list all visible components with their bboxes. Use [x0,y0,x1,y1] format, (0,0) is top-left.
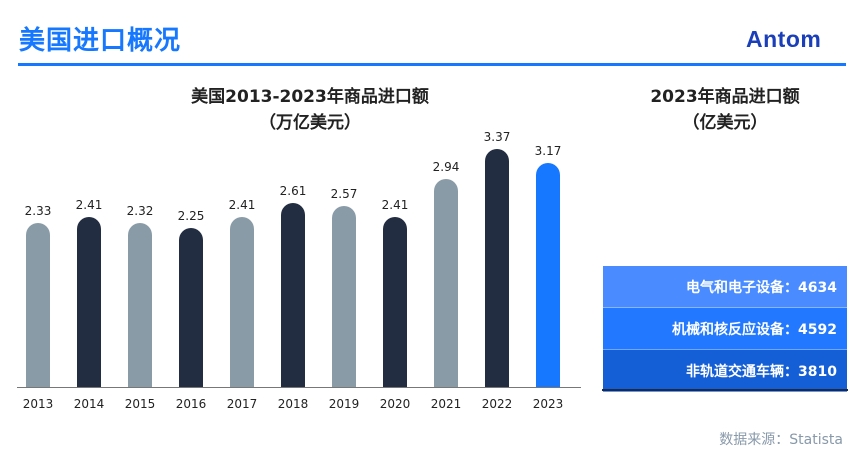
x-tick-label: 2023 [532,397,564,411]
bar-2016 [179,228,203,387]
chart-title: 美国2013-2023年商品进口额 （万亿美元） [120,84,500,136]
bar-2017 [230,216,254,387]
bar-value-label: 2.32 [126,204,154,219]
bar-2014 [77,216,101,387]
bar-2013 [26,222,50,387]
x-tick-label: 2020 [379,397,411,411]
x-tick-label: 2013 [22,397,54,411]
bar-2021 [434,179,458,387]
data-source: 数据来源：Statista [719,432,843,448]
category-card-electrical: 电气和电子设备：4634 [603,266,847,308]
import-category-list: 电气和电子设备：4634 机械和核反应设备：4592 非轨道交通车辆：3810 [603,266,847,392]
x-tick-label: 2015 [124,397,156,411]
x-tick-label: 2016 [175,397,207,411]
bar-value-label: 2.61 [279,183,307,198]
bar-chart: 2.33 2013 2.41 2014 2.32 2015 2.25 2016 2.41 2017… [17,130,581,411]
x-tick-label: 2019 [328,397,360,411]
category-card-vehicles: 非轨道交通车辆：3810 [603,350,847,392]
bar-2015 [128,223,152,387]
x-tick-label: 2017 [226,397,258,411]
bar-2022 [485,149,509,387]
side-title-line1: 2023年商品进口额 [650,87,800,107]
x-tick-label: 2018 [277,397,309,411]
bar-value-label: 3.17 [534,144,562,159]
bar-value-label: 2.41 [228,197,256,212]
page-title: 美国进口概况 [19,26,182,56]
bar-value-label: 3.37 [483,130,511,145]
chart-title-line1: 美国2013-2023年商品进口额 [191,87,429,107]
chart-title-unit: （万亿美元） [259,113,361,133]
cards-bottom-border [602,389,848,391]
side-title-unit: （亿美元） [682,113,768,133]
bar-value-label: 2.41 [381,197,409,212]
x-tick-label: 2021 [430,397,462,411]
bar-value-label: 2.33 [24,203,52,218]
bar-2019 [332,205,356,387]
header-divider [18,63,846,66]
bar-value-label: 2.94 [432,160,460,175]
bar-2020 [383,216,407,387]
bar-2023 [536,163,560,387]
bar-2018 [281,202,305,387]
side-panel-title: 2023年商品进口额 （亿美元） [603,84,847,136]
bar-value-label: 2.25 [177,209,205,224]
x-tick-label: 2022 [481,397,513,411]
bar-value-label: 2.41 [75,197,103,212]
x-axis-line [17,387,581,388]
x-tick-label: 2014 [73,397,105,411]
category-card-machinery: 机械和核反应设备：4592 [603,308,847,350]
bar-value-label: 2.57 [330,186,358,201]
antom-logo: Antom [746,26,822,52]
